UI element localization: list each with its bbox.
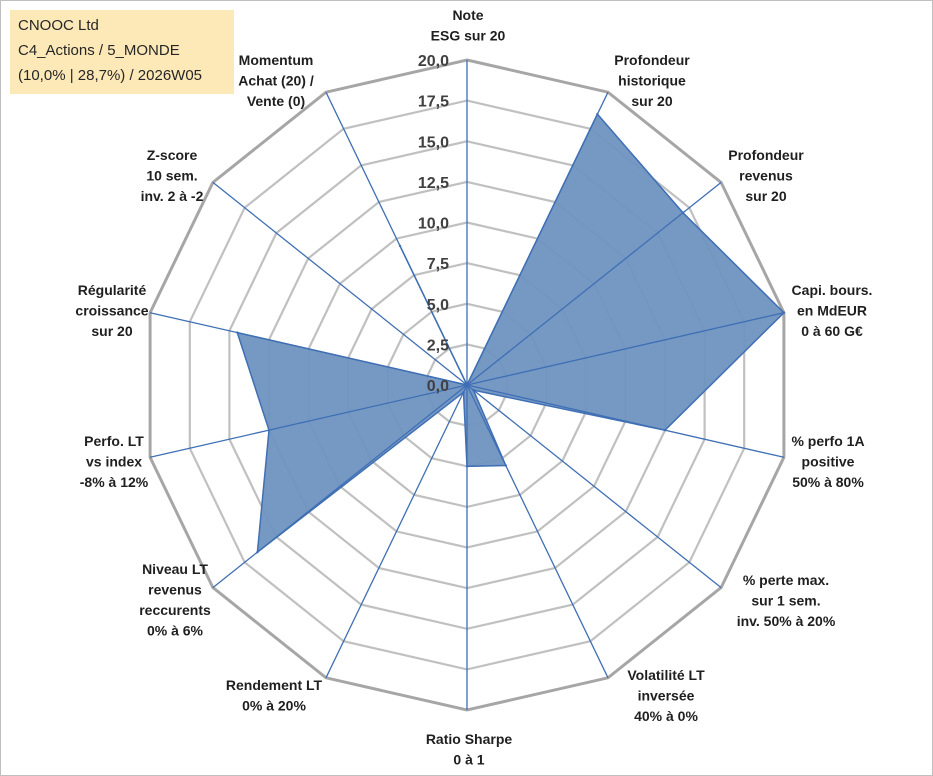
category-label: Profondeur historique sur 20 (614, 52, 690, 109)
category-label: Rendement LT 0% à 20% (226, 677, 323, 714)
stats-label: (10,0% | 28,7%) / 2026W05 (18, 67, 202, 84)
company-name: CNOOC Ltd (18, 17, 99, 34)
r-tick-label: 0,0 (427, 378, 449, 395)
category-label: Régularité croissance sur 20 (75, 282, 148, 339)
r-tick-label: 17,5 (418, 94, 449, 111)
category-label: % perfo 1A positive 50% à 80% (791, 433, 864, 490)
category-label: % perte max. sur 1 sem. inv. 50% à 20% (737, 572, 836, 629)
axis-spoke (149, 384, 468, 458)
axis-spoke (466, 91, 609, 386)
category-label: Z-score 10 sem. inv. 2 à -2 (141, 147, 204, 204)
chart-info-box: CNOOC Ltd C4_Actions / 5_MONDE (10,0% | … (10, 10, 234, 94)
portfolio-label: C4_Actions / 5_MONDE (18, 42, 180, 59)
category-label: Niveau LT revenus reccurents 0% à 6% (139, 561, 211, 639)
r-tick-label: 2,5 (427, 337, 449, 354)
r-tick-label: 20,0 (418, 53, 449, 70)
axis-spoke (466, 384, 722, 589)
axis-spoke (325, 91, 468, 386)
axis-spoke (466, 384, 609, 679)
category-label: Capi. bours. en MdEUR 0 à 60 G€ (792, 282, 873, 339)
axis-spoke (466, 181, 722, 386)
category-label: Ratio Sharpe 0 à 1 (426, 731, 513, 768)
axis-spoke (466, 384, 785, 458)
r-tick-label: 12,5 (418, 175, 449, 192)
category-label: Note ESG sur 20 (431, 7, 506, 44)
r-tick-label: 5,0 (427, 297, 449, 314)
category-label: Volatilité LT inversée 40% à 0% (627, 667, 705, 724)
r-tick-label: 7,5 (427, 256, 449, 273)
category-label: Momentum Achat (20) / Vente (0) (238, 52, 314, 109)
axis-spoke (466, 312, 785, 386)
axis-spoke (325, 384, 468, 679)
category-label: Profondeur revenus sur 20 (728, 147, 804, 204)
axis-spoke (212, 181, 468, 386)
category-label: Perfo. LT vs index -8% à 12% (80, 433, 149, 490)
axis-spoke (149, 312, 468, 386)
r-tick-label: 15,0 (418, 134, 449, 151)
series-area (236, 112, 785, 554)
axis-spoke (212, 384, 468, 589)
r-tick-label: 10,0 (418, 216, 449, 233)
